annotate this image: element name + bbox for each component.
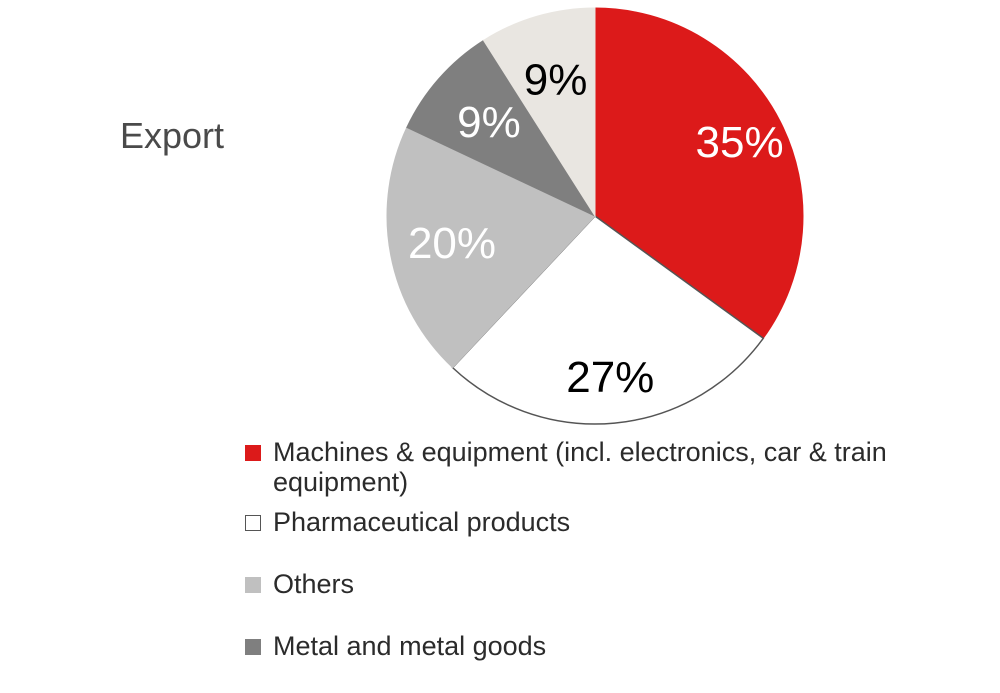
- pie-chart: 35% 27% 20% 9%9%: [386, 7, 804, 425]
- legend-label: Machines & equipment (incl. electronics,…: [273, 437, 887, 497]
- slice-metal: [406, 39, 597, 218]
- legend-swatch: [245, 515, 261, 531]
- legend-label: Metal and metal goods: [273, 631, 547, 661]
- slice-label: 27%: [566, 353, 654, 402]
- legend-item-machines: Machines & equipment (incl. electronics,…: [245, 437, 1000, 497]
- slice-label: 35%: [696, 118, 784, 167]
- legend-item-others: Others: [245, 569, 1000, 599]
- slice-label: 9%: [457, 98, 521, 147]
- pie-labels: 35% 27% 20% 9%9%: [408, 56, 784, 402]
- slice-unlabeled: [482, 7, 596, 218]
- chart-legend: Machines & equipment (incl. electronics,…: [245, 437, 1000, 693]
- export-label: Export: [120, 115, 225, 156]
- legend-item-pharmaceutical: Pharmaceutical products: [245, 507, 1000, 537]
- legend-item-metal: Metal and metal goods: [245, 631, 1000, 661]
- legend-label: Others: [273, 569, 355, 599]
- slice-label: 9%: [524, 56, 588, 105]
- slice-label: 20%: [408, 219, 496, 268]
- slice-pharmaceutical: [451, 215, 765, 425]
- slice-others: [386, 126, 596, 369]
- legend-swatch: [245, 445, 261, 461]
- pie-slices: [386, 7, 804, 425]
- legend-swatch: [245, 577, 261, 593]
- slice-machines: [594, 7, 804, 339]
- legend-swatch: [245, 639, 261, 655]
- legend-label: Pharmaceutical products: [273, 507, 571, 537]
